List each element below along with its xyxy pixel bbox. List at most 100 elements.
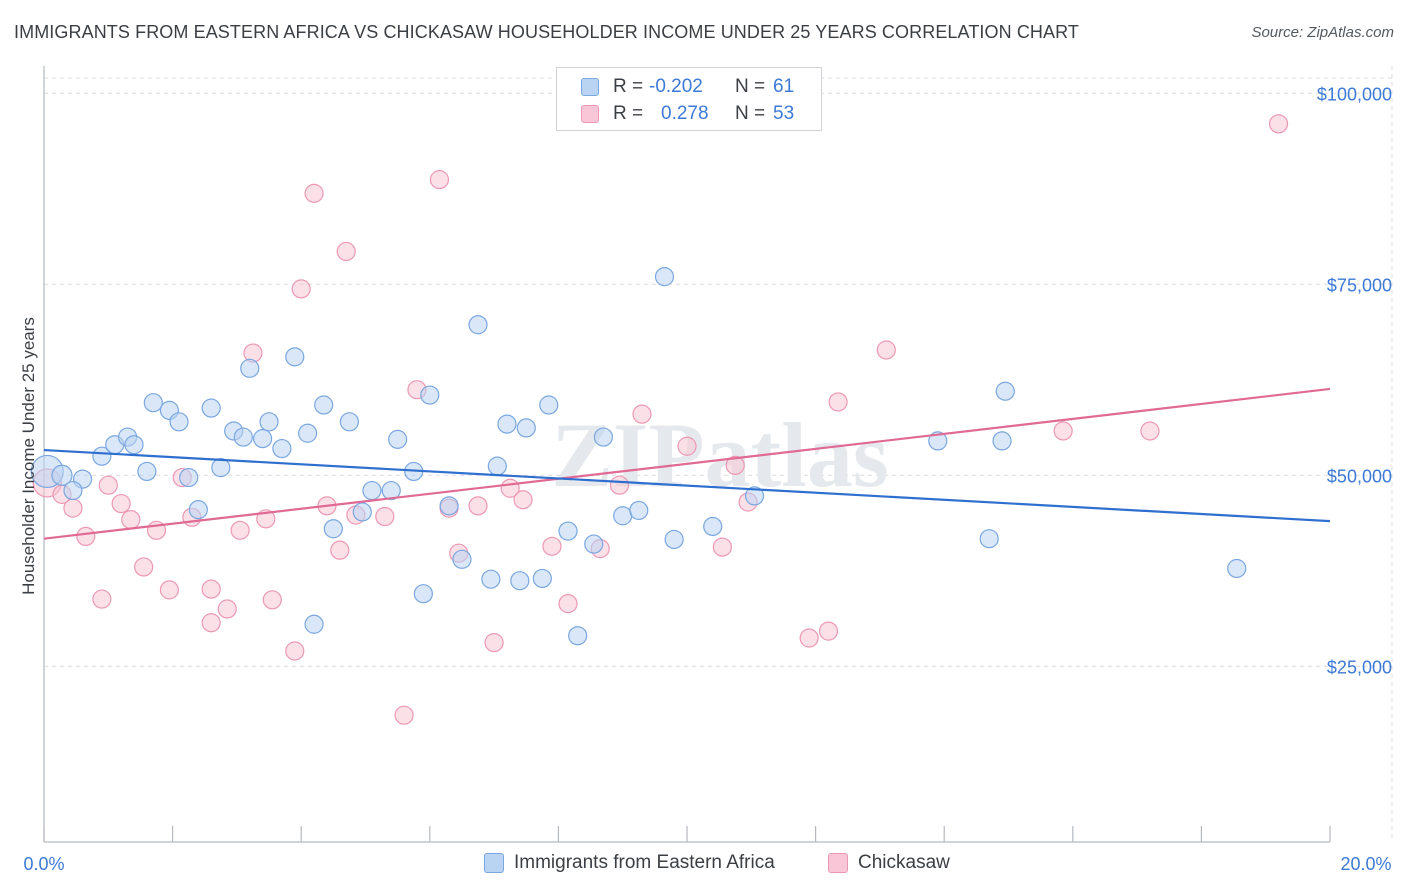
eastern-africa-point bbox=[979, 529, 999, 549]
eastern-africa-point bbox=[539, 395, 559, 415]
eastern-africa-point bbox=[928, 431, 948, 451]
chickasaw-point bbox=[262, 590, 282, 610]
bottom-legend-swatch-chickasaw bbox=[828, 853, 848, 873]
bottom-legend-label-eastern-africa: Immigrants from Eastern Africa bbox=[514, 852, 775, 873]
chickasaw-point bbox=[609, 475, 630, 495]
chickasaw-point bbox=[1053, 421, 1073, 441]
eastern-africa-point bbox=[137, 461, 157, 482]
chickasaw-point bbox=[394, 705, 414, 725]
chickasaw-point bbox=[677, 436, 697, 456]
eastern-africa-point bbox=[63, 480, 83, 501]
eastern-africa-point bbox=[532, 568, 552, 589]
eastern-africa-point bbox=[352, 502, 372, 522]
chickasaw-point bbox=[201, 579, 221, 599]
chickasaw-point bbox=[1268, 114, 1289, 134]
chickasaw-point bbox=[375, 506, 395, 527]
chickasaw-point bbox=[336, 241, 356, 262]
legend-n-label: N = bbox=[735, 103, 766, 124]
eastern-africa-point bbox=[339, 412, 360, 432]
eastern-africa-point bbox=[211, 458, 231, 478]
eastern-africa-point bbox=[664, 529, 684, 550]
watermark: ZIPatlas bbox=[551, 404, 888, 506]
y-tick-label: $50,000 bbox=[1327, 466, 1392, 486]
chickasaw-point bbox=[217, 599, 237, 619]
eastern-africa-point bbox=[654, 267, 675, 287]
eastern-africa-point bbox=[452, 549, 472, 569]
legend-swatch-chickasaw bbox=[581, 105, 599, 123]
chickasaw-point bbox=[76, 526, 96, 547]
chickasaw-point bbox=[330, 540, 350, 560]
chickasaw-point bbox=[484, 632, 504, 653]
eastern-africa-point bbox=[314, 395, 334, 415]
eastern-africa-point bbox=[420, 385, 440, 405]
eastern-africa-point bbox=[995, 381, 1015, 401]
trend-lines bbox=[43, 387, 1331, 540]
eastern-africa-point bbox=[497, 414, 517, 434]
chickasaw-point bbox=[63, 498, 83, 518]
legend-n-value-eastern-africa: 61 bbox=[773, 76, 795, 97]
eastern-africa-point bbox=[323, 519, 343, 539]
chickasaw-point bbox=[468, 496, 488, 516]
eastern-africa-point bbox=[487, 456, 507, 476]
legend-r-label: R = bbox=[613, 103, 644, 124]
chickasaw-point bbox=[304, 183, 324, 203]
eastern-africa-point bbox=[1227, 558, 1247, 579]
eastern-africa-point bbox=[481, 569, 501, 589]
chickasaw-point bbox=[291, 279, 311, 299]
x-tick-label-min: 0.0% bbox=[23, 854, 64, 874]
chickasaw-point bbox=[712, 537, 732, 557]
y-tick-label: $75,000 bbox=[1327, 275, 1392, 295]
legend-n-value-chickasaw: 53 bbox=[773, 103, 795, 124]
tick-labels: $25,000 $50,000 $75,000 $100,000 0.0% 20.0% bbox=[23, 84, 1392, 874]
eastern-africa-point bbox=[259, 412, 279, 432]
eastern-africa-point bbox=[253, 429, 273, 449]
y-axis-title: Householder Income Under 25 years bbox=[19, 317, 38, 595]
chickasaw-point bbox=[1140, 421, 1160, 441]
bottom-legend-swatch-eastern-africa bbox=[484, 853, 504, 873]
eastern-africa-point bbox=[510, 571, 530, 591]
eastern-africa-point bbox=[413, 584, 433, 604]
eastern-africa-point bbox=[272, 438, 292, 459]
eastern-africa-point bbox=[703, 516, 723, 537]
eastern-africa-point bbox=[169, 412, 189, 432]
eastern-africa-point bbox=[188, 500, 208, 520]
chickasaw-point bbox=[159, 580, 179, 600]
eastern-africa-point bbox=[992, 431, 1012, 451]
eastern-africa-point bbox=[584, 534, 604, 554]
correlation-legend: R = -0.202 N = 61 R = 0.278 N = 53 bbox=[556, 67, 822, 131]
y-tick-label: $25,000 bbox=[1327, 657, 1392, 677]
chart-source: Source: ZipAtlas.com bbox=[1251, 24, 1394, 41]
chickasaw-point bbox=[558, 594, 578, 614]
eastern-africa-point bbox=[516, 418, 536, 438]
eastern-africa-point bbox=[285, 347, 305, 367]
eastern-africa-point bbox=[51, 464, 73, 486]
legend-swatch-eastern-africa bbox=[581, 78, 599, 96]
chickasaw-point bbox=[121, 509, 141, 530]
bottom-legend-label-chickasaw: Chickasaw bbox=[858, 852, 950, 873]
eastern-africa-point bbox=[568, 626, 588, 646]
eastern-africa-trend-line bbox=[43, 448, 1331, 523]
y-tick-label: $100,000 bbox=[1317, 84, 1392, 104]
chart-title: IMMIGRANTS FROM EASTERN AFRICA VS CHICKA… bbox=[14, 22, 1079, 42]
eastern-africa-point bbox=[92, 446, 112, 466]
chickasaw-point bbox=[876, 340, 896, 360]
legend-n-label: N = bbox=[735, 76, 766, 97]
eastern-africa-point bbox=[744, 486, 765, 506]
eastern-africa-point bbox=[593, 427, 614, 447]
eastern-africa-point bbox=[143, 393, 163, 413]
eastern-africa-point bbox=[558, 521, 578, 541]
chickasaw-point bbox=[111, 493, 131, 514]
chickasaw-point bbox=[799, 628, 819, 648]
eastern-africa-point bbox=[233, 427, 253, 447]
chickasaw-point bbox=[230, 520, 250, 540]
eastern-africa-point bbox=[439, 496, 459, 516]
eastern-africa-point bbox=[468, 315, 488, 335]
chickasaw-point bbox=[725, 455, 745, 475]
chickasaw-point bbox=[92, 589, 112, 609]
eastern-africa-point bbox=[362, 480, 382, 501]
eastern-africa-point bbox=[240, 358, 260, 378]
eastern-africa-point bbox=[381, 480, 401, 501]
chickasaw-point bbox=[201, 613, 221, 633]
eastern-africa-point bbox=[124, 435, 144, 455]
legend-r-value-eastern-africa: -0.202 bbox=[649, 76, 703, 97]
